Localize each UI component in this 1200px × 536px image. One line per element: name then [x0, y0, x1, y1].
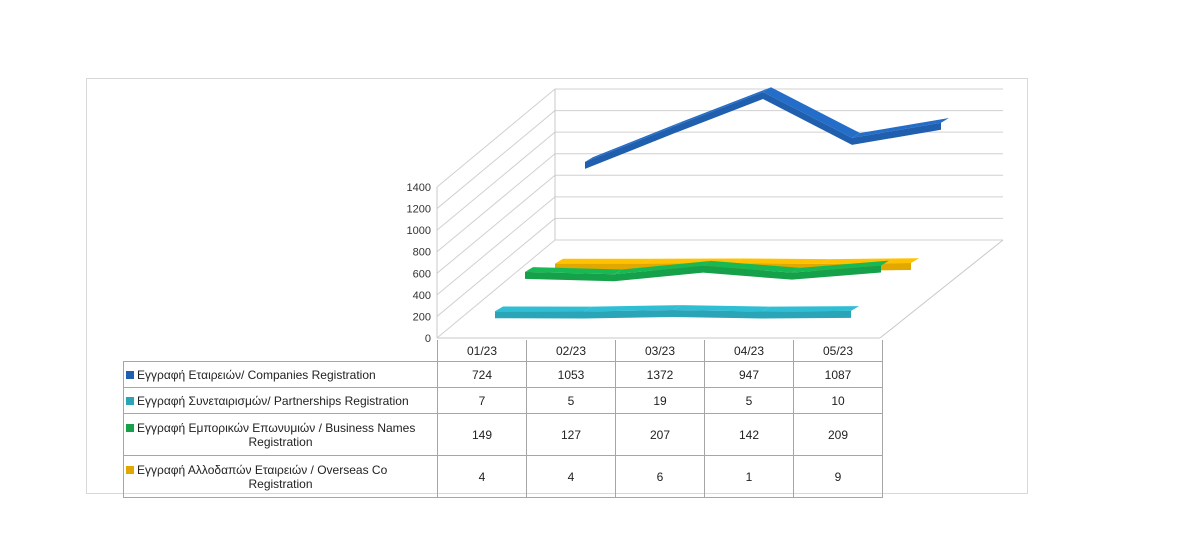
data-label: 207 [615, 413, 705, 456]
category-label: 03/23 [615, 340, 705, 362]
data-label: 1053 [526, 361, 616, 388]
legend-key [126, 396, 134, 405]
series-name-cell: Εγγραφή Εμπορικών Επωνυμιών / Business N… [123, 413, 438, 456]
data-label: 1 [704, 455, 794, 498]
series-name: Εγγραφή Εμπορικών Επωνυμιών / Business N… [137, 420, 416, 435]
y-tick-label: 1200 [407, 204, 431, 216]
series-ribbon-face [852, 122, 941, 145]
legend-key [126, 465, 134, 474]
series-ribbon-face [673, 309, 762, 319]
series-ribbon-face [762, 310, 851, 319]
series-ribbon-face [584, 309, 673, 319]
data-label: 6 [615, 455, 705, 498]
y-tick-label: 200 [413, 311, 431, 323]
data-label: 19 [615, 387, 705, 414]
category-label: 04/23 [704, 340, 794, 362]
series-ribbon-top [792, 260, 889, 273]
data-label: 1087 [793, 361, 883, 388]
data-table: 01/23 02/23 03/23 04/23 05/23 Εγγραφή Εταιρει… [123, 340, 883, 498]
series-ribbon-face [703, 265, 792, 280]
series-ribbon-top [673, 305, 770, 312]
series-name: Εγγραφή Αλλοδαπών Εταιρειών / Overseas C… [137, 462, 388, 477]
y-tick-label: 800 [413, 247, 431, 259]
series-ribbon-top [822, 258, 919, 264]
table-row: Εγγραφή Εμπορικών Επωνυμιών / Business N… [123, 413, 883, 456]
side-gridline [436, 131, 556, 231]
table-header-row: 01/23 02/23 03/23 04/23 05/23 [123, 340, 883, 362]
data-label: 947 [704, 361, 794, 388]
series-name: Εγγραφή Συνεταιρισμών/ Partnerships Regi… [137, 393, 409, 408]
y-tick-label: 1000 [407, 225, 431, 237]
series-name-cell: Εγγραφή Αλλοδαπών Εταιρειών / Overseas C… [123, 455, 438, 498]
series-ribbon-top [555, 258, 652, 264]
series-ribbon-top [762, 306, 859, 312]
data-label: 7 [437, 387, 527, 414]
data-label: 4 [526, 455, 616, 498]
series-ribbon-top [733, 258, 830, 264]
legend-key [126, 423, 134, 432]
y-tick-label: 600 [413, 268, 431, 280]
category-label: 02/23 [526, 340, 616, 362]
y-tick-label: 400 [413, 290, 431, 302]
side-gridline [436, 196, 556, 296]
side-gridline [436, 218, 556, 317]
data-label: 4 [437, 455, 527, 498]
y-tick-label: 0 [425, 333, 431, 345]
series-name-continued: Registration [248, 476, 313, 491]
y-tick-label: 1400 [407, 182, 431, 194]
table-corner [123, 340, 438, 362]
series-name-continued: Registration [248, 434, 313, 449]
side-gridline [436, 88, 556, 188]
data-label: 1372 [615, 361, 705, 388]
data-label: 9 [793, 455, 883, 498]
legend-key [126, 370, 134, 379]
series-ribbon-top [495, 306, 592, 312]
series-ribbon-face [495, 311, 584, 319]
data-label: 149 [437, 413, 527, 456]
data-label: 5 [526, 387, 616, 414]
series-ribbon-top [584, 305, 681, 312]
series-ribbon-top [614, 260, 711, 275]
series-name: Εγγραφή Εταιρειών/ Companies Registratio… [137, 367, 376, 382]
series-name-cell: Εγγραφή Συνεταιρισμών/ Partnerships Regi… [123, 387, 438, 414]
data-label: 209 [793, 413, 883, 456]
data-label: 142 [704, 413, 794, 456]
table-row: Εγγραφή Εταιρειών/ Companies Registratio… [123, 361, 883, 388]
series-name-cell: Εγγραφή Εταιρειών/ Companies Registratio… [123, 361, 438, 388]
series-ribbon-face [614, 265, 703, 282]
side-gridline [436, 110, 556, 209]
series-ribbon-face [792, 265, 881, 280]
side-gridline [436, 174, 556, 274]
series-ribbon-top [525, 267, 622, 275]
series-ribbon-top [674, 87, 771, 127]
series-ribbon-top [585, 121, 682, 162]
table-row: Εγγραφή Συνεταιρισμών/ Partnerships Regi… [123, 387, 883, 414]
series-ribbon-top [852, 117, 949, 138]
series-ribbon-top [763, 87, 860, 138]
side-gridline [436, 239, 556, 339]
floor-right-edge [879, 239, 1004, 339]
series-ribbon-face [525, 271, 614, 282]
table-row: Εγγραφή Αλλοδαπών Εταιρειών / Overseas C… [123, 455, 883, 498]
data-label: 5 [704, 387, 794, 414]
series-ribbon-face [674, 92, 763, 134]
category-label: 01/23 [437, 340, 527, 362]
side-gridline [436, 153, 556, 253]
data-label: 127 [526, 413, 616, 456]
data-label: 724 [437, 361, 527, 388]
category-label: 05/23 [793, 340, 883, 362]
data-label: 10 [793, 387, 883, 414]
series-ribbon-top [703, 260, 800, 273]
series-ribbon-face [585, 126, 674, 169]
series-ribbon-face [763, 92, 852, 145]
